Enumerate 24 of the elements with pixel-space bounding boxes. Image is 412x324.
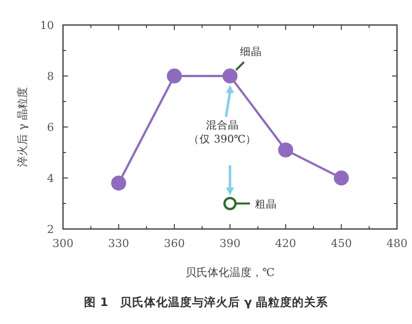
x-tick-label: 450 <box>330 237 352 250</box>
point <box>111 176 126 191</box>
x-tick-label: 420 <box>275 237 296 250</box>
point <box>334 170 349 186</box>
point <box>278 142 294 158</box>
annotation: 细晶 <box>240 46 262 58</box>
y-tick-label: 6 <box>47 121 54 134</box>
y-tick-label: 10 <box>40 19 54 32</box>
x-tick-label: 360 <box>164 237 185 250</box>
point <box>166 68 182 84</box>
x-tick-label: 300 <box>52 237 74 250</box>
point <box>222 68 238 84</box>
y-axis-title: 淬火后 γ 晶粒度 <box>16 87 29 167</box>
x-tick-label: 480 <box>386 237 408 250</box>
y-tick-label: 2 <box>47 223 54 236</box>
x-tick-label: 390 <box>220 237 240 250</box>
annotation: （仅 390℃） <box>188 133 257 146</box>
annotation: 粗晶 <box>255 198 277 210</box>
x-axis-title: 贝氏体化温度，℃ <box>185 266 275 279</box>
text: 图 1 贝氏体化温度与淬火后 γ 晶粒度的关系 <box>84 295 329 309</box>
y-tick-label: 8 <box>47 70 54 83</box>
y-tick-label: 4 <box>47 172 54 185</box>
annotation: 混合晶 <box>206 118 240 132</box>
x-tick-label: 330 <box>108 237 130 250</box>
